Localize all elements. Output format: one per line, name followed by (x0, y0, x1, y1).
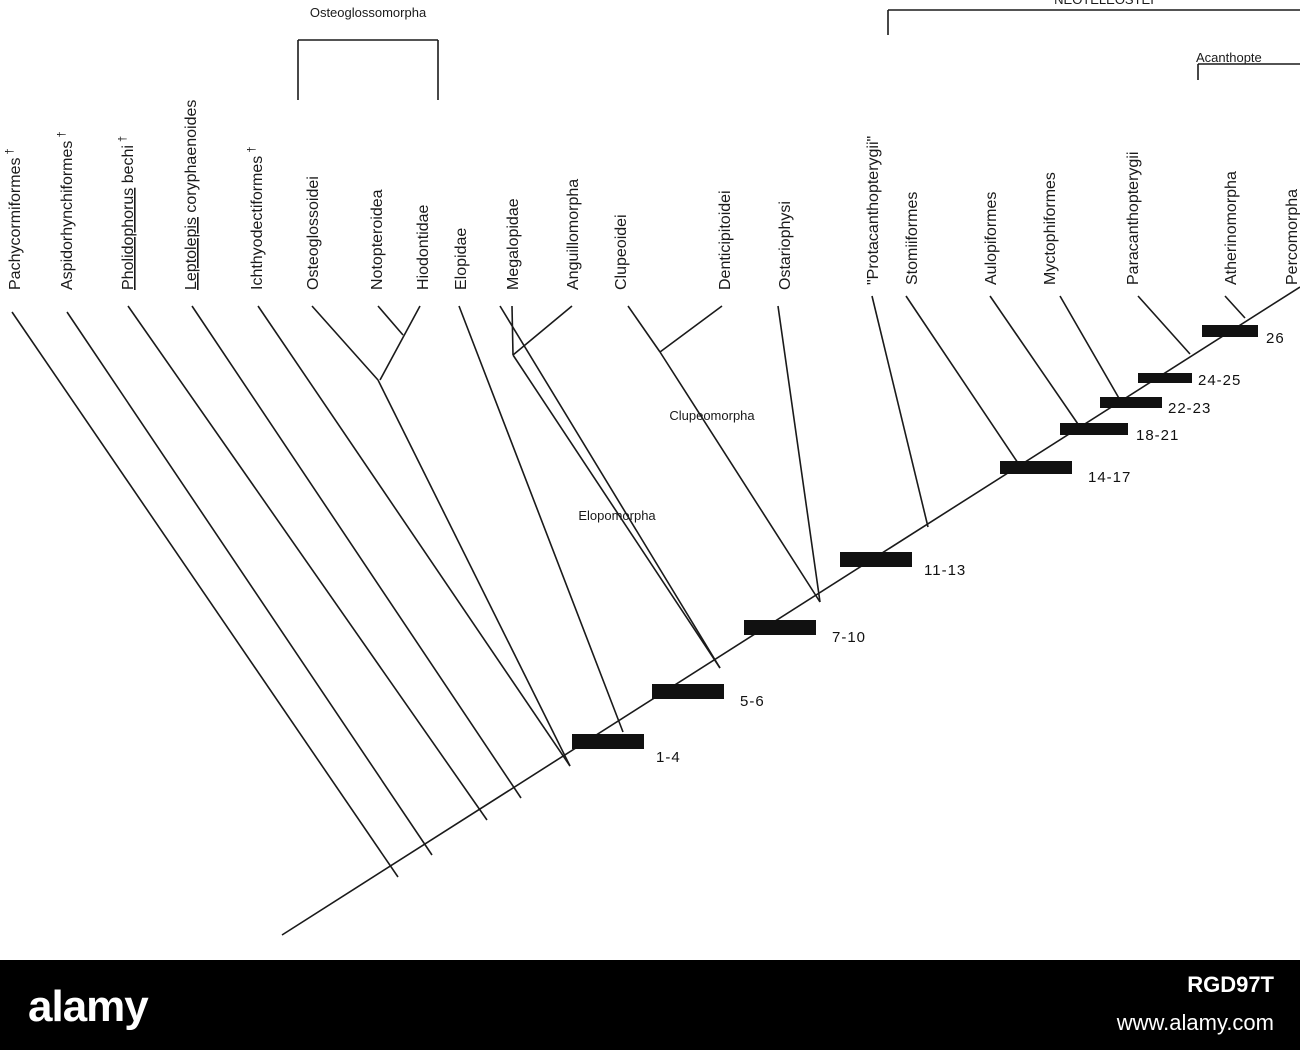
taxon-label-paracanthopterygii: Paracanthopterygii (1125, 152, 1142, 285)
character-label-5-6: 5-6 (740, 693, 765, 710)
branch-stomiiformes (871, 295, 929, 528)
watermark-url: www.alamy.com (1116, 1010, 1274, 1035)
branch-pachycormiformes (11, 311, 399, 878)
character-label-1-4: 1-4 (656, 749, 681, 766)
taxon-label-percomorpha: Percomorpha (1284, 189, 1300, 285)
branch-megalopidae (511, 305, 514, 356)
branch-anguillomorpha (512, 305, 573, 356)
branch-notopteroidea (377, 305, 404, 336)
taxon-label-myctophiformes: Myctophiformes (1042, 172, 1059, 285)
branch-paracanthopterygii (1059, 295, 1121, 401)
taxon-label-notopteroidea: Notopteroidea (369, 189, 386, 290)
taxon-label-anguillomorpha: Anguillomorpha (565, 179, 582, 290)
taxon-label-pholidophorus-bechi: Pholidophorus bechi † (117, 136, 137, 290)
group-label-acanthopte: Acanthopte (1196, 50, 1262, 65)
branch-ostariophysi (659, 305, 723, 353)
character-bar-26 (1202, 325, 1258, 337)
character-bar-5-6 (652, 684, 724, 699)
branch-leptolepis-coryphaenoides (191, 305, 522, 799)
branch-aulopiformes (905, 295, 1021, 467)
branch-clupeoidei (499, 305, 721, 669)
branch-percomorpha (1224, 295, 1246, 319)
taxon-label-protacanthopterygii: "Protacanthopterygii" (865, 136, 882, 285)
branch-protacanthopterygii (777, 305, 821, 603)
character-label-22-23: 22-23 (1168, 400, 1211, 417)
taxon-label-hiodontidae: Hiodontidae (415, 205, 432, 291)
taxon-label-pachycormiformes: Pachycormiformes † (4, 148, 24, 290)
branch-osteoglossoidei (311, 305, 379, 381)
backbone-line (281, 286, 1300, 936)
cladogram-figure: 1-4 5-6 7-10 11-13 14-17 18-21 22-23 24-25 26 Pac… (4, 0, 1300, 936)
taxon-label-leptolepis-coryphaenoides: Leptolepis coryphaenoides (183, 100, 200, 290)
branch-myctophiformes (989, 295, 1081, 428)
group-label-osteoglossomorpha: Osteoglossomorpha (310, 5, 427, 20)
character-bar-14-17 (1000, 461, 1072, 474)
stem-clupeomorpha (659, 351, 821, 603)
cladogram: 1-4 5-6 7-10 11-13 14-17 18-21 22-23 24-25 26 Pac… (4, 0, 1300, 936)
taxon-label-elopidae: Elopidae (453, 228, 470, 290)
taxon-label-denticipitoidei: Denticipitoidei (717, 190, 734, 290)
character-bar-1-4 (572, 734, 644, 749)
branch-pholidophorus-bechi (127, 305, 488, 821)
taxon-label-clupeoidei: Clupeoidei (613, 214, 630, 290)
character-label-11-13: 11-13 (924, 562, 966, 579)
character-label-24-25: 24-25 (1198, 372, 1241, 389)
watermark-logo: alamy (28, 982, 149, 1031)
group-label-elopomorpha: Elopomorpha (578, 508, 656, 523)
branch-ichthyodectiformes (257, 305, 571, 767)
branch-denticipitoidei (627, 305, 661, 353)
group-label-clupeomorpha: Clupeomorpha (669, 408, 755, 423)
taxon-label-ichthyodectiformes: Ichthyodectiformes † (246, 147, 266, 290)
taxon-label-stomiiformes: Stomiiformes (904, 192, 921, 285)
branch-atherinomorpha (1137, 295, 1191, 355)
character-bar-18-21 (1060, 423, 1128, 435)
character-bar-7-10 (744, 620, 816, 635)
character-bar-11-13 (840, 552, 912, 567)
character-bar-22-23 (1100, 397, 1162, 408)
taxon-label-atherinomorpha: Atherinomorpha (1223, 171, 1240, 285)
character-label-26: 26 (1266, 330, 1285, 347)
character-label-18-21: 18-21 (1136, 427, 1179, 444)
branch-elopidae (458, 305, 624, 733)
taxon-label-ostariophysi: Ostariophysi (777, 201, 794, 290)
taxon-label-aspidorhynchiformes: Aspidorhynchiformes † (56, 131, 76, 290)
branch-hiodontidae (379, 305, 421, 381)
branch-aspidorhynchiformes (66, 311, 433, 856)
stem-osteoglossomorpha (377, 379, 571, 767)
character-label-14-17: 14-17 (1088, 469, 1131, 486)
watermark-bar: alamy RGD97T www.alamy.com (0, 960, 1300, 1050)
character-bar-24-25 (1138, 373, 1192, 383)
taxon-label-megalopidae: Megalopidae (505, 198, 522, 290)
watermark-image-id: RGD97T (1187, 972, 1274, 997)
character-label-7-10: 7-10 (832, 629, 866, 646)
taxon-label-osteoglossoidei: Osteoglossoidei (305, 176, 322, 290)
group-label-neoteleostei: NEOTELEOSTEI (1054, 0, 1154, 7)
stem-elopomorpha (512, 354, 721, 669)
taxon-label-aulopiformes: Aulopiformes (983, 192, 1000, 285)
